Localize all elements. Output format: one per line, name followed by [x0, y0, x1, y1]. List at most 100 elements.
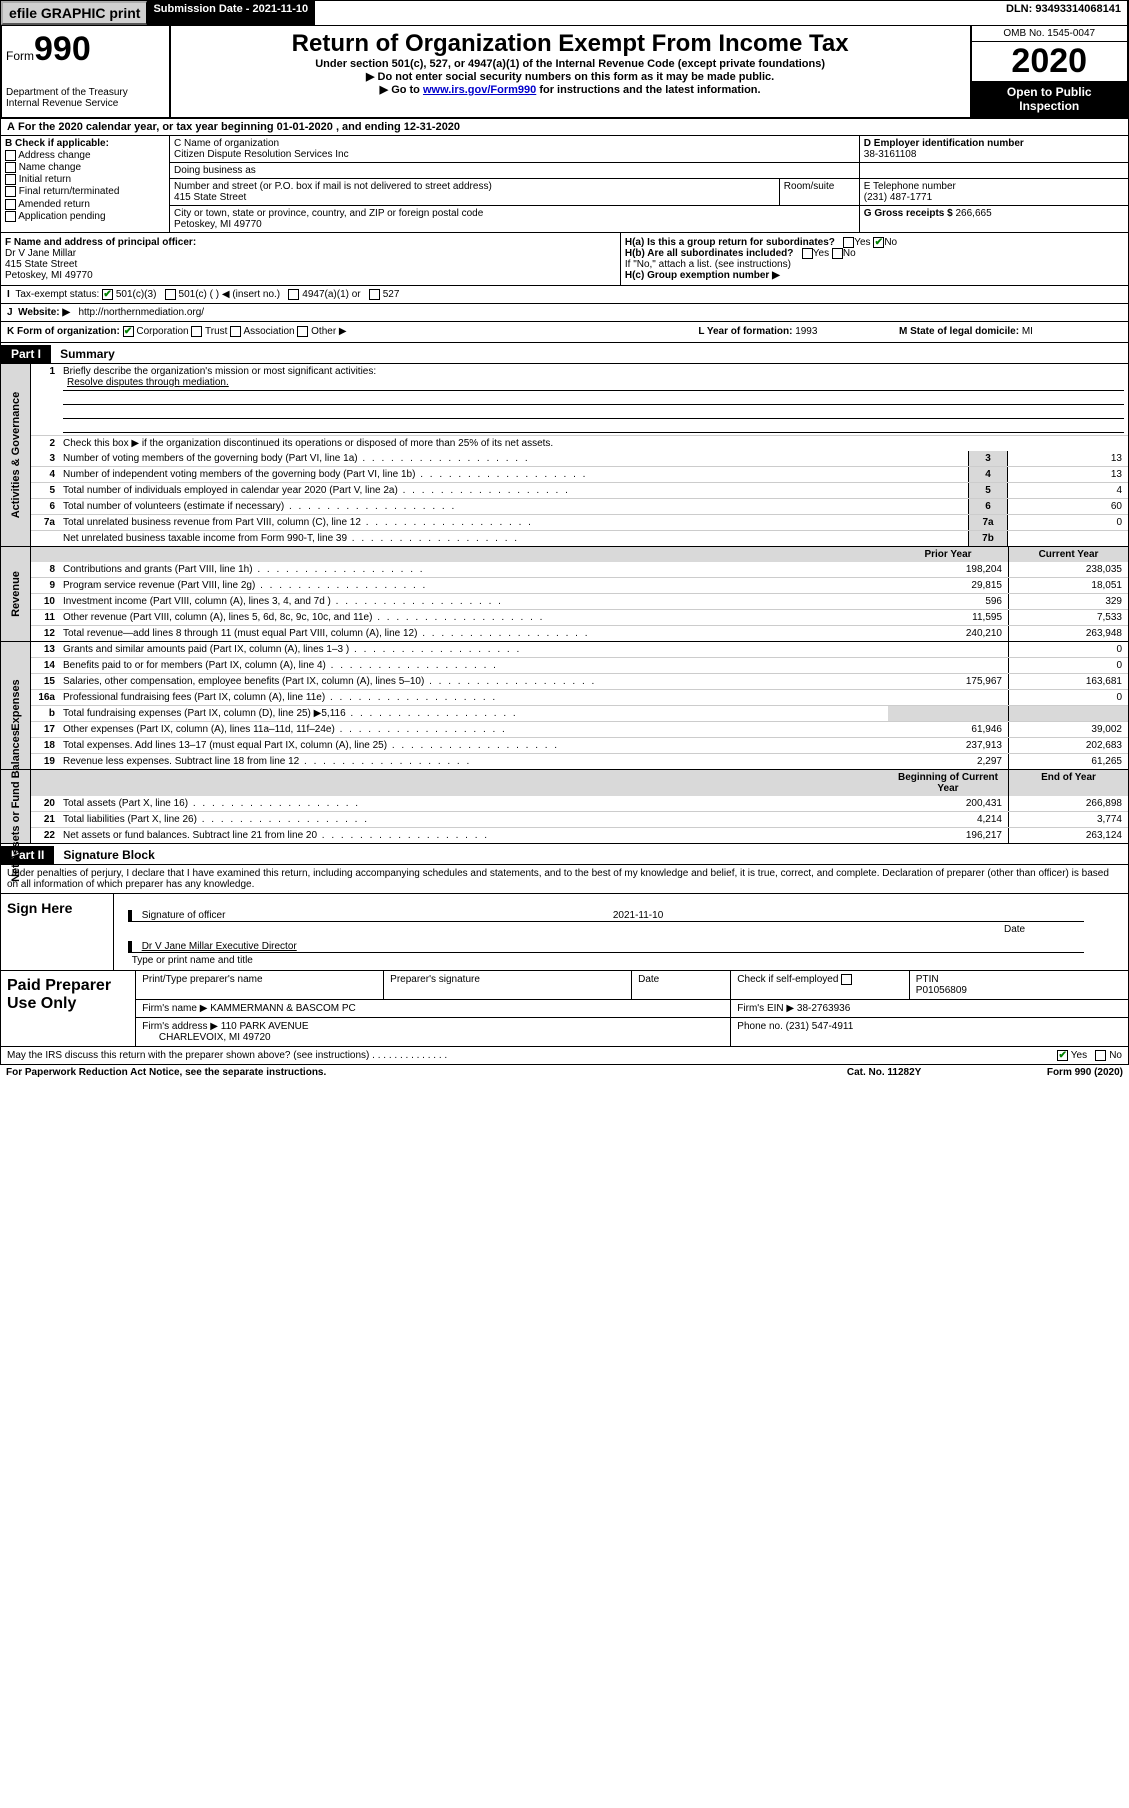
cell-city: City or town, state or province, country… — [170, 206, 860, 232]
chk-self-employed[interactable] — [841, 974, 852, 985]
chk-address-change[interactable]: Address change — [5, 150, 165, 161]
line-11: 11Other revenue (Part VIII, column (A), … — [31, 609, 1128, 625]
sign-here-label: Sign Here — [1, 894, 114, 970]
h-c-label: H(c) Group exemption number ▶ — [625, 270, 780, 281]
header-left: Form990 Department of the Treasury Inter… — [2, 26, 171, 117]
bottom-line: For Paperwork Reduction Act Notice, see … — [0, 1065, 1129, 1080]
side-label-net-assets: Net Assets or Fund Balances — [1, 770, 31, 843]
chk-hb-no[interactable] — [832, 248, 843, 259]
cell-dba: Doing business as — [170, 163, 860, 178]
instructions-line: ▶ Go to www.irs.gov/Form990 for instruct… — [175, 83, 966, 96]
section-fh: F Name and address of principal officer:… — [0, 233, 1129, 286]
line-14: 14Benefits paid to or for members (Part … — [31, 657, 1128, 673]
firm-addr2: CHARLEVOIX, MI 49720 — [159, 1032, 271, 1043]
chk-initial-return[interactable]: Initial return — [5, 174, 165, 185]
chk-discuss-yes[interactable] — [1057, 1050, 1068, 1061]
paid-preparer-label: Paid Preparer Use Only — [1, 971, 136, 1046]
gross-receipts-value: 266,665 — [956, 208, 992, 219]
discuss-row: May the IRS discuss this return with the… — [0, 1047, 1129, 1065]
form-number: 990 — [34, 30, 91, 68]
line-13: 13Grants and similar amounts paid (Part … — [31, 642, 1128, 657]
chk-trust[interactable] — [191, 326, 202, 337]
top-bar: efile GRAPHIC print Submission Date - 20… — [0, 0, 1129, 26]
form-title: Return of Organization Exempt From Incom… — [175, 30, 966, 58]
prep-sig-label: Preparer's signature — [384, 971, 632, 999]
col-f-officer: F Name and address of principal officer:… — [1, 233, 621, 285]
sign-here-block: Sign Here Signature of officer 2021-11-1… — [0, 894, 1129, 971]
cat-no: Cat. No. 11282Y — [847, 1067, 1047, 1078]
irs-link[interactable]: www.irs.gov/Form990 — [423, 84, 536, 96]
part-i-title: Summary — [54, 347, 115, 361]
self-employed-label: Check if self-employed — [731, 971, 910, 999]
chk-amended-return[interactable]: Amended return — [5, 199, 165, 210]
chk-other[interactable] — [297, 326, 308, 337]
h-a-label: H(a) Is this a group return for subordin… — [625, 237, 835, 248]
prep-name-label: Print/Type preparer's name — [136, 971, 384, 999]
chk-discuss-no[interactable] — [1095, 1050, 1106, 1061]
line-12: 12Total revenue—add lines 8 through 11 (… — [31, 625, 1128, 641]
header-right: OMB No. 1545-0047 2020 Open to Public In… — [970, 26, 1128, 117]
org-name: Citizen Dispute Resolution Services Inc — [174, 149, 855, 160]
firm-phone: (231) 547-4911 — [786, 1021, 854, 1032]
row-i-tax-exempt: I Tax-exempt status: 501(c)(3) 501(c) ( … — [0, 286, 1129, 304]
line-19: 19Revenue less expenses. Subtract line 1… — [31, 753, 1128, 769]
officer-city: Petoskey, MI 49770 — [5, 270, 93, 281]
form-990-footer: Form 990 (2020) — [1047, 1067, 1123, 1078]
chk-application-pending[interactable]: Application pending — [5, 211, 165, 222]
chk-501c3[interactable] — [102, 289, 113, 300]
cell-room: Room/suite — [780, 179, 860, 205]
row-a-tax-year: A For the 2020 calendar year, or tax yea… — [0, 119, 1129, 136]
type-name-label: Type or print name and title — [118, 955, 1124, 966]
chk-4947[interactable] — [288, 289, 299, 300]
h-b-note: If "No," attach a list. (see instruction… — [625, 259, 1124, 270]
hdr-begin-year: Beginning of Current Year — [888, 770, 1008, 796]
chk-527[interactable] — [369, 289, 380, 300]
website-value: http://northernmediation.org/ — [78, 307, 204, 318]
prep-date-label: Date — [632, 971, 731, 999]
side-label-revenue: Revenue — [1, 547, 31, 641]
street-value: 415 State Street — [174, 192, 775, 203]
public-inspection: Open to Public Inspection — [972, 81, 1128, 117]
section-expenses: Expenses 13Grants and similar amounts pa… — [0, 642, 1129, 770]
perjury-declaration: Under penalties of perjury, I declare th… — [0, 865, 1129, 894]
officer-street: 415 State Street — [5, 259, 77, 270]
chk-hb-yes[interactable] — [802, 248, 813, 259]
line-20: 20Total assets (Part X, line 16)200,4312… — [31, 796, 1128, 811]
efile-print-button[interactable]: efile GRAPHIC print — [1, 1, 147, 25]
block-bcde: B Check if applicable: Address change Na… — [0, 136, 1129, 233]
part-ii-header: Part II — [1, 846, 54, 864]
col-h: H(a) Is this a group return for subordin… — [621, 233, 1128, 285]
officer-name: Dr V Jane Millar — [5, 248, 76, 259]
firm-ein: 38-2763936 — [797, 1003, 850, 1014]
firm-name: KAMMERMANN & BASCOM PC — [210, 1003, 356, 1014]
q2-discontinued: Check this box ▶ if the organization dis… — [59, 436, 1128, 451]
sig-officer-label: Signature of officer — [128, 910, 613, 921]
section-governance: Activities & Governance 1 Briefly descri… — [0, 364, 1129, 547]
part-ii-title: Signature Block — [57, 848, 154, 862]
ptin-value: P01056809 — [916, 985, 967, 996]
chk-assoc[interactable] — [230, 326, 241, 337]
line-9: 9Program service revenue (Part VIII, lin… — [31, 577, 1128, 593]
chk-corp[interactable] — [123, 326, 134, 337]
line-22: 22Net assets or fund balances. Subtract … — [31, 827, 1128, 843]
col-cde: C Name of organization Citizen Dispute R… — [170, 136, 1128, 232]
chk-name-change[interactable]: Name change — [5, 162, 165, 173]
form-label: Form — [6, 49, 34, 63]
q1-label: Briefly describe the organization's miss… — [63, 366, 376, 377]
chk-ha-no[interactable] — [873, 237, 884, 248]
line-18: 18Total expenses. Add lines 13–17 (must … — [31, 737, 1128, 753]
hdr-prior-year: Prior Year — [888, 547, 1008, 562]
phone-value: (231) 487-1771 — [864, 192, 1124, 203]
line-16a: 16aProfessional fundraising fees (Part I… — [31, 689, 1128, 705]
mission-text: Resolve disputes through mediation. — [63, 377, 1124, 391]
year-formation: 1993 — [795, 326, 817, 337]
cell-street: Number and street (or P.O. box if mail i… — [170, 179, 780, 205]
dln: DLN: 93493314068141 — [315, 1, 1128, 25]
chk-final-return[interactable]: Final return/terminated — [5, 186, 165, 197]
chk-ha-yes[interactable] — [843, 237, 854, 248]
chk-501c[interactable] — [165, 289, 176, 300]
paid-preparer-block: Paid Preparer Use Only Print/Type prepar… — [0, 971, 1129, 1047]
line-3: 3Number of voting members of the governi… — [31, 451, 1128, 466]
line-b: bTotal fundraising expenses (Part IX, co… — [31, 705, 1128, 721]
firm-addr1: 110 PARK AVENUE — [221, 1021, 309, 1032]
